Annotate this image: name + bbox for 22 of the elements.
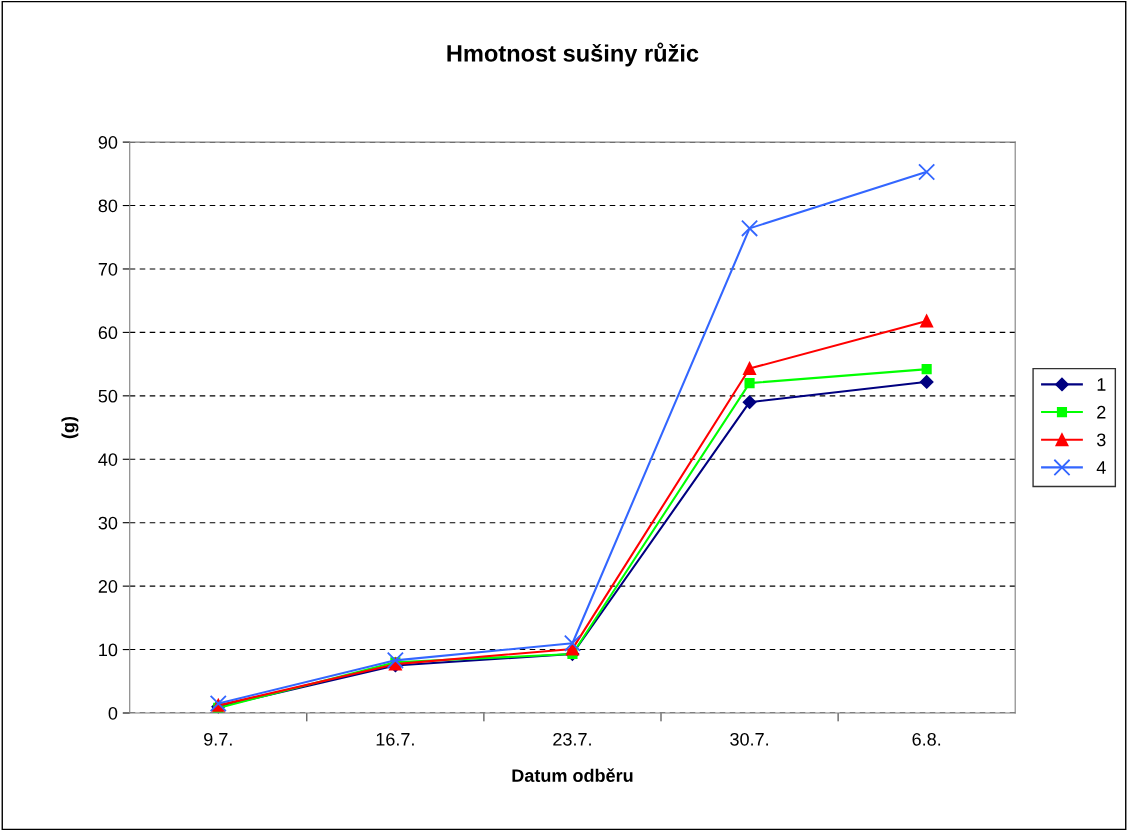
- y-tick-label: 20: [98, 580, 118, 593]
- y-tick-label: 90: [98, 136, 118, 149]
- y-tick-label: 10: [99, 643, 118, 657]
- y-tick-label: 30: [98, 516, 118, 530]
- legend-label: 2: [1097, 405, 1106, 419]
- y-tick-label: 70: [98, 262, 118, 276]
- x-tick-label: 23.7.: [553, 732, 591, 746]
- legend-label: 4: [1096, 461, 1106, 474]
- x-tick-label: 30.7.: [730, 732, 768, 746]
- y-tick-label: 60: [98, 326, 118, 340]
- x-tick-label: 6.8.: [912, 732, 941, 746]
- legend-label: 3: [1096, 433, 1106, 447]
- chart-title: Hmotnost sušiny růžic: [447, 42, 699, 67]
- y-tick-label: 40: [98, 453, 118, 466]
- y-tick-label: 0: [108, 706, 118, 720]
- y-tick-label: 80: [98, 199, 118, 213]
- y-tick-label: 50: [98, 389, 118, 403]
- y-axis-title: (g): [61, 416, 79, 439]
- x-tick-label: 9.7.: [204, 732, 232, 746]
- x-tick-label: 16.7.: [376, 732, 414, 746]
- x-axis-title: Datum odběru: [512, 768, 633, 782]
- legend-label: 1: [1097, 378, 1106, 391]
